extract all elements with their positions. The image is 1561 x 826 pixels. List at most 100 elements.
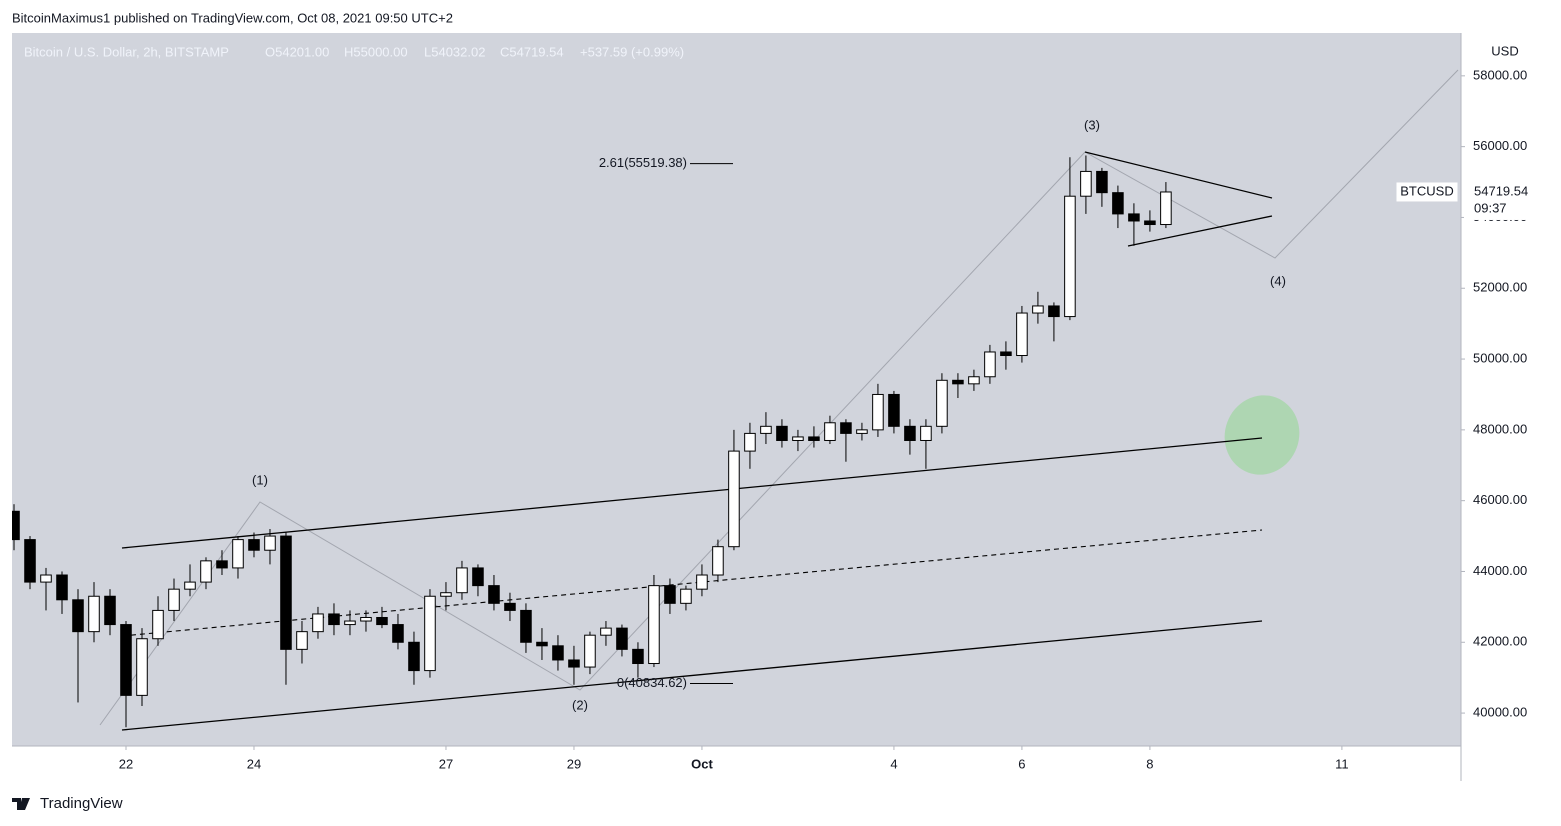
target-zone	[1224, 395, 1300, 475]
y-tick-label: 42000.00	[1473, 634, 1527, 649]
candle-body	[344, 620, 356, 626]
candle-body	[536, 641, 548, 647]
y-tick-label: 58000.00	[1473, 67, 1527, 82]
candle-body	[408, 641, 420, 672]
y-tick-label: 48000.00	[1473, 421, 1527, 436]
candle-body	[184, 581, 196, 590]
candle-body	[872, 393, 884, 431]
price-tag-box	[1464, 181, 1546, 220]
footer-brand: TradingView	[40, 795, 123, 812]
price-tag-symbol-box	[1395, 181, 1459, 203]
candle-body	[888, 393, 900, 427]
x-tick-label: 27	[439, 756, 453, 771]
candle-body	[72, 599, 84, 633]
wave-label: (2)	[572, 697, 588, 712]
candle-body	[1128, 213, 1140, 222]
candle-body	[1112, 192, 1124, 215]
candle-body	[1064, 195, 1076, 318]
candle-body	[968, 376, 980, 385]
candle-body	[856, 429, 868, 434]
candle-body	[88, 595, 100, 633]
y-tick-label: 40000.00	[1473, 705, 1527, 720]
candle-body	[792, 436, 804, 441]
candle-body	[376, 616, 388, 626]
candle-body	[152, 609, 164, 640]
candle-body	[264, 535, 276, 551]
candle-body	[808, 436, 820, 441]
candle-body	[600, 627, 612, 636]
legend-high: H55000.00	[344, 44, 408, 59]
channel-mid	[121, 529, 1263, 637]
legend-change: +537.59 (+0.99%)	[580, 44, 684, 59]
candle-body	[360, 616, 372, 622]
candle-body	[1048, 305, 1060, 318]
candles	[12, 155, 1172, 728]
wave-label: (1)	[252, 472, 268, 487]
candle-body	[200, 560, 212, 583]
candle-body	[296, 631, 308, 650]
y-tick-label: 44000.00	[1473, 563, 1527, 578]
channel-upper	[121, 437, 1263, 549]
triangle-lower	[1127, 215, 1273, 247]
candle-body	[664, 585, 676, 604]
candle-body	[632, 648, 644, 665]
candle-body	[760, 425, 772, 434]
candle-body	[728, 450, 740, 548]
footer-logo	[12, 798, 30, 810]
candle-body	[1080, 170, 1092, 197]
candle-body	[520, 609, 532, 643]
candle-body	[120, 624, 132, 696]
candle-body	[1160, 191, 1172, 226]
candle-body	[440, 592, 452, 597]
time-axis	[12, 746, 1461, 781]
candle-body	[696, 574, 708, 590]
fib-label: 0(40834.62)	[617, 675, 687, 690]
candle-body	[168, 588, 180, 611]
x-tick-label: 29	[567, 756, 581, 771]
candle-body	[648, 585, 660, 665]
triangle-upper	[1084, 151, 1273, 199]
candle-body	[552, 645, 564, 661]
candle-body	[136, 638, 148, 696]
candle-body	[1032, 305, 1044, 314]
y-tick-label: 46000.00	[1473, 492, 1527, 507]
candle-body	[216, 560, 228, 569]
x-tick-label: Oct	[691, 756, 713, 771]
candle-body	[1016, 312, 1028, 357]
candle-body	[904, 425, 916, 441]
candle-body	[312, 613, 324, 633]
legend-symbol: Bitcoin / U.S. Dollar, 2h, BITSTAMP	[24, 44, 229, 59]
candle-body	[248, 539, 260, 551]
candle-body	[24, 539, 36, 583]
candle-body	[936, 379, 948, 427]
y-tick-label: 56000.00	[1473, 138, 1527, 153]
candle-body	[280, 535, 292, 650]
price-tag-symbol: BTCUSD	[1400, 183, 1453, 198]
candle-body	[984, 351, 996, 378]
legend-close: C54719.54	[500, 44, 564, 59]
x-tick-label: 8	[1146, 756, 1153, 771]
candle-body	[472, 567, 484, 587]
candle-body	[12, 510, 20, 541]
wave-label: (4)	[1270, 273, 1286, 288]
candle-body	[328, 613, 340, 626]
legend-low: L54032.02	[424, 44, 485, 59]
x-tick-label: 24	[247, 756, 261, 771]
candle-body	[56, 574, 68, 601]
candle-body	[584, 634, 596, 668]
candle-body	[1096, 170, 1108, 194]
candle-body	[744, 432, 756, 452]
x-tick-label: 11	[1335, 756, 1349, 771]
channel-lower	[121, 620, 1263, 731]
candle-body	[424, 595, 436, 672]
price-axis	[1461, 33, 1549, 781]
byline: BitcoinMaximus1 published on TradingView…	[12, 10, 453, 25]
candle-body	[568, 659, 580, 668]
candle-body	[840, 422, 852, 434]
y-tick-label: 52000.00	[1473, 280, 1527, 295]
candle-body	[1144, 220, 1156, 226]
candle-body	[104, 595, 116, 626]
candle-body	[920, 425, 932, 441]
fib-label: 2.61(55519.38)	[599, 155, 687, 170]
